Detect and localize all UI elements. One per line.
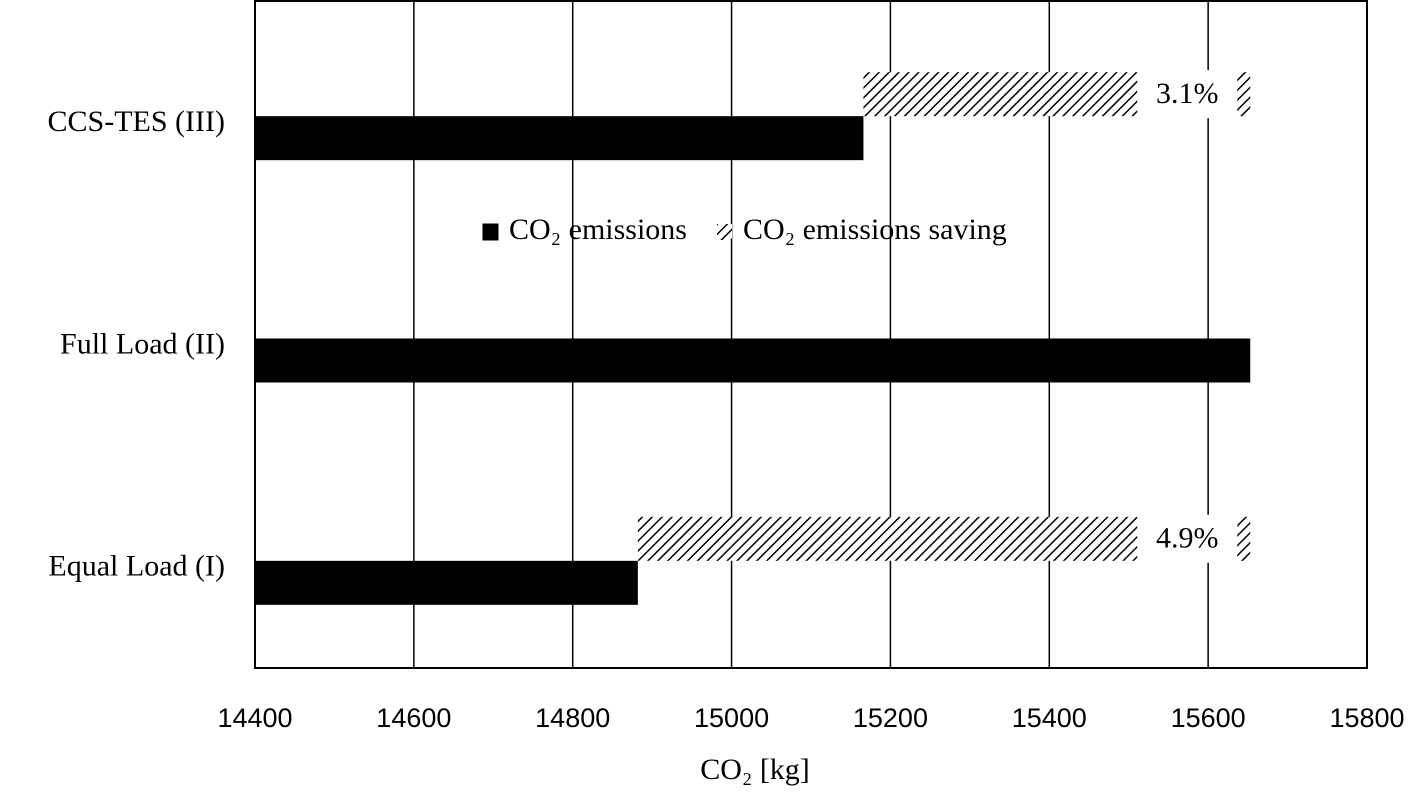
- x-tick-label: 15000: [694, 703, 769, 733]
- legend-label: CO₂ emissions saving: [743, 213, 1007, 246]
- annotation-bg: [1137, 70, 1238, 119]
- plot-frame: [254, 0, 1368, 669]
- annotation: 4.9%: [1156, 522, 1219, 555]
- y-tick-label: Full Load (II): [60, 327, 225, 360]
- x-tick-label: 14400: [217, 703, 292, 733]
- annotation: 3.1%: [1156, 77, 1219, 110]
- x-tick-label: 14600: [376, 703, 451, 733]
- x-tick-label: 15400: [1012, 703, 1087, 733]
- legend-swatch: [482, 223, 499, 241]
- x-tick-label: 15200: [853, 703, 928, 733]
- annotation-bg: [1137, 514, 1238, 563]
- x-tick-label: 15800: [1329, 703, 1404, 733]
- bar: [255, 338, 1251, 383]
- legend-swatch: [716, 224, 732, 240]
- y-tick-label: CCS-TES (III): [48, 105, 225, 138]
- bar: [255, 116, 864, 161]
- x-tick-label: 15600: [1171, 703, 1246, 733]
- x-tick-label: 14800: [535, 703, 610, 733]
- legend-label: CO₂ emissions: [509, 213, 687, 246]
- bar: [255, 560, 638, 605]
- x-axis-title: CO₂ [kg]: [700, 753, 810, 786]
- y-tick-label: Equal Load (I): [48, 550, 225, 583]
